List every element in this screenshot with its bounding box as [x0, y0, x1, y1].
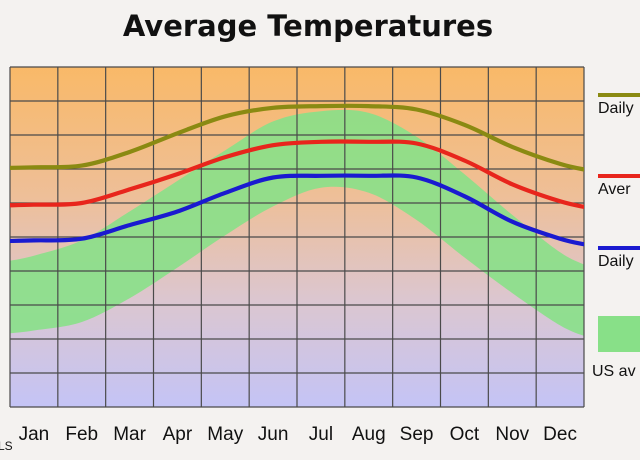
x-tick-label-aug: Aug	[352, 424, 386, 445]
series-line-1	[10, 139, 584, 210]
legend-label-3: US av	[592, 363, 636, 380]
x-tick-label-oct: Oct	[450, 424, 480, 445]
legend-label-1: Aver	[598, 181, 631, 198]
x-tick-label-jul: Jul	[309, 424, 333, 445]
x-tick-label-jan: Jan	[19, 424, 50, 445]
x-tick-label-feb: Feb	[65, 424, 98, 445]
legend-label-0: Daily	[598, 100, 634, 117]
watermark-text: LS	[0, 439, 13, 453]
x-axis-ticks: Jan Feb Mar Apr May Jun Jul Aug Sep Oct Nov Dec	[19, 424, 577, 445]
x-tick-label-may: May	[207, 424, 243, 445]
grid-layer	[9, 66, 585, 408]
legend-label-2: Daily	[598, 253, 634, 270]
series-line-0	[10, 103, 584, 172]
series-line-2	[10, 173, 584, 247]
line-layer	[10, 103, 584, 247]
x-tick-label-apr: Apr	[163, 424, 193, 445]
x-tick-label-mar: Mar	[113, 424, 146, 445]
x-tick-label-jun: Jun	[258, 424, 289, 445]
x-tick-label-nov: Nov	[495, 424, 529, 445]
chart-title: Average Temperatures	[123, 9, 493, 43]
x-tick-label-dec: Dec	[543, 424, 577, 445]
legend: Daily Aver Daily US av	[592, 93, 640, 380]
legend-swatch-3	[598, 316, 640, 352]
x-tick-label-sep: Sep	[400, 424, 434, 445]
